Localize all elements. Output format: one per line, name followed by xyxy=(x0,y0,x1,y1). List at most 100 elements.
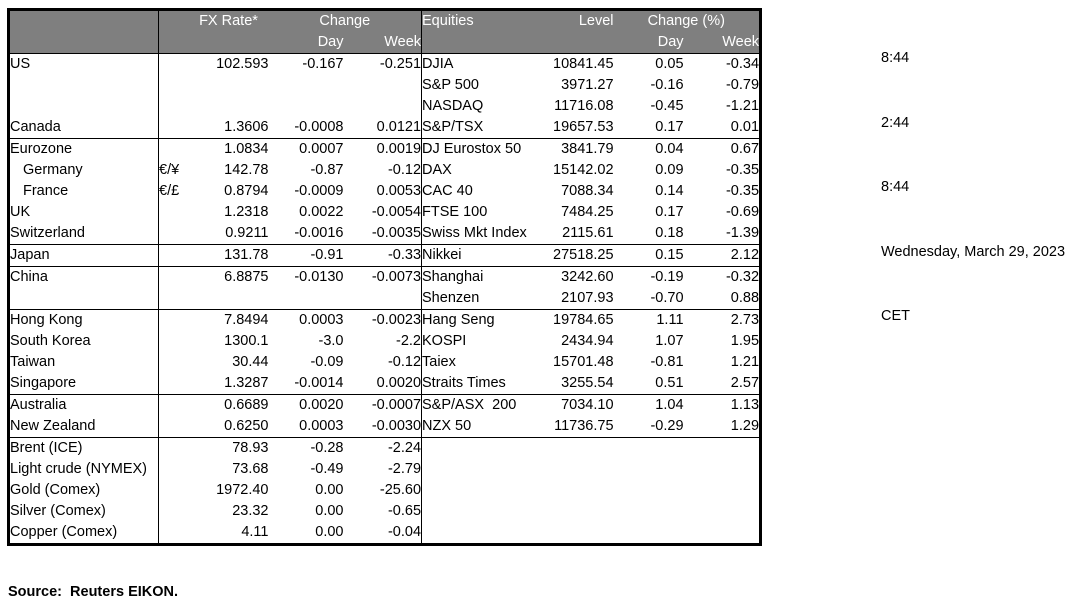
fx-week-cell: -0.0035 xyxy=(371,225,422,241)
table-row: China 6.8875 -0.0130 -0.0073 Shanghai 32… xyxy=(8,266,761,288)
table-body: US 102.593 -0.167 -0.251 DJIA 10841.45 0… xyxy=(8,53,761,545)
equity-cell: DAX xyxy=(421,160,542,181)
region-cell xyxy=(8,288,159,310)
fx-day-cell: -3.0 xyxy=(318,333,344,349)
region-cell: US xyxy=(8,53,159,75)
level-cell: 2115.61 xyxy=(562,225,614,241)
table-row: Taiwan 30.44 -0.09 -0.12 Taiex 15701.48 … xyxy=(8,352,761,373)
table-row: Hong Kong 7.8494 0.0003 -0.0023 Hang Sen… xyxy=(8,309,761,331)
table-row: UK 1.2318 0.0022 -0.0054 FTSE 100 7484.2… xyxy=(8,202,761,223)
header-equities: Equities xyxy=(421,9,542,32)
level-cell: 27518.25 xyxy=(541,244,614,267)
level-cell: 10841.45 xyxy=(553,56,614,72)
fx-rate-cell: 4.11 xyxy=(241,524,269,540)
header-eq-change-pct: Change (%) xyxy=(613,9,761,32)
region-cell: Copper (Comex) xyxy=(8,522,159,545)
update-time-3: 8:44 xyxy=(881,179,910,195)
table-row: Eurozone 1.0834 0.0007 0.0019 DJ Eurosto… xyxy=(8,138,761,160)
eq-day-cell: -0.81 xyxy=(650,354,684,370)
table-row: Light crude (NYMEX) 73.68 -0.49 -2.79 xyxy=(8,459,761,480)
fx-week-cell: 0.0053 xyxy=(376,183,422,199)
eq-week-cell: -0.35 xyxy=(725,162,760,178)
eq-day-cell: 1.04 xyxy=(613,394,684,416)
eq-day-cell: 0.51 xyxy=(655,375,684,391)
fx-week-cell: -0.04 xyxy=(387,524,422,540)
pair-cell xyxy=(158,138,189,160)
fx-day-cell: 0.00 xyxy=(315,482,344,498)
equity-cell: DJ Eurostox 50 xyxy=(421,138,542,160)
fx-day-cell xyxy=(269,288,344,310)
eq-week-cell: 1.21 xyxy=(730,354,760,370)
pair-cell xyxy=(159,54,189,76)
fx-rate-cell: 102.593 xyxy=(216,56,269,72)
eq-week-cell: 0.01 xyxy=(730,119,760,135)
header-eq-week: Week xyxy=(683,32,761,54)
update-time-2: 2:44 xyxy=(881,114,910,131)
eq-week-cell: -0.34 xyxy=(725,56,760,72)
table-row: France €/£ 0.8794 -0.0009 0.0053 CAC 40 … xyxy=(8,181,761,202)
region-cell: UK xyxy=(8,202,159,223)
level-cell: 11736.75 xyxy=(554,418,614,434)
fx-day-cell: -0.0009 xyxy=(294,183,344,199)
fx-rate-cell: 30.44 xyxy=(232,354,269,370)
pair-cell xyxy=(159,480,189,501)
fx-rate-cell: 1.2318 xyxy=(224,204,269,220)
pair-cell xyxy=(159,96,189,117)
fx-week-cell: -0.0073 xyxy=(343,266,422,288)
level-cell: 15142.02 xyxy=(553,162,614,178)
pair-cell xyxy=(158,266,189,288)
fx-rate-cell xyxy=(189,96,269,117)
fx-rate-cell: 0.8794 xyxy=(224,183,269,199)
level-cell: 19784.65 xyxy=(541,309,614,331)
region-cell: Canada xyxy=(8,117,159,139)
level-cell xyxy=(542,459,614,480)
fx-rate-cell: 1.0834 xyxy=(188,138,269,160)
eq-day-cell: 1.07 xyxy=(655,333,684,349)
region-cell: Gold (Comex) xyxy=(8,480,159,501)
region-cell: Light crude (NYMEX) xyxy=(8,459,159,480)
level-cell: 2434.94 xyxy=(561,333,614,349)
eq-week-cell xyxy=(684,501,761,522)
eq-day-cell: -0.29 xyxy=(650,418,684,434)
region-cell: Eurozone xyxy=(8,138,159,160)
level-cell: 3971.27 xyxy=(561,77,614,93)
equity-cell: S&P/TSX xyxy=(421,117,542,139)
region-cell: Brent (ICE) xyxy=(8,437,159,459)
table-row: Australia 0.6689 0.0020 -0.0007 S&P/ASX … xyxy=(8,394,761,416)
fx-rate-cell: 7.8494 xyxy=(188,309,269,331)
fx-week-cell xyxy=(344,288,422,310)
equity-cell: Shanghai xyxy=(421,266,542,288)
fx-equities-table: FX Rate* Change Equities Level Change (%… xyxy=(7,8,763,546)
eq-day-cell xyxy=(614,459,684,480)
eq-week-cell: 2.73 xyxy=(683,309,761,331)
table-row: S&P 500 3971.27 -0.16 -0.79 xyxy=(8,75,761,96)
level-cell: 19657.53 xyxy=(553,119,614,135)
pair-cell xyxy=(159,459,189,480)
pair-cell xyxy=(159,223,189,245)
fx-rate-cell: 1.3287 xyxy=(224,375,269,391)
fx-rate-cell: 6.8875 xyxy=(188,266,269,288)
eq-day-cell: 0.17 xyxy=(655,204,684,220)
equity-cell: Nikkei xyxy=(421,244,542,267)
timezone-label: CET xyxy=(881,308,910,324)
eq-week-cell: -0.35 xyxy=(725,183,760,199)
fx-week-cell xyxy=(344,96,422,117)
eq-week-cell: 1.13 xyxy=(683,394,761,416)
equity-cell: Shenzen xyxy=(421,288,542,310)
fx-week-cell: -0.33 xyxy=(343,244,422,267)
equity-cell: KOSPI xyxy=(421,331,542,352)
eq-week-cell: 2.12 xyxy=(683,244,761,267)
source-note: Source: Reuters EIKON. xyxy=(8,584,179,600)
eq-day-cell: -0.16 xyxy=(650,77,684,93)
eq-week-cell: -1.39 xyxy=(725,225,760,241)
fx-day-cell: -0.28 xyxy=(268,437,344,459)
fx-day-cell: -0.0130 xyxy=(268,266,344,288)
eq-week-cell: -1.21 xyxy=(725,98,760,114)
fx-week-cell: 0.0019 xyxy=(343,138,422,160)
fx-day-cell: 0.0003 xyxy=(299,418,344,434)
header-fx-rate: FX Rate* xyxy=(188,9,269,32)
level-cell: 7088.34 xyxy=(561,183,614,199)
pair-cell xyxy=(159,416,189,438)
fx-rate-cell: 1.3606 xyxy=(224,119,269,135)
